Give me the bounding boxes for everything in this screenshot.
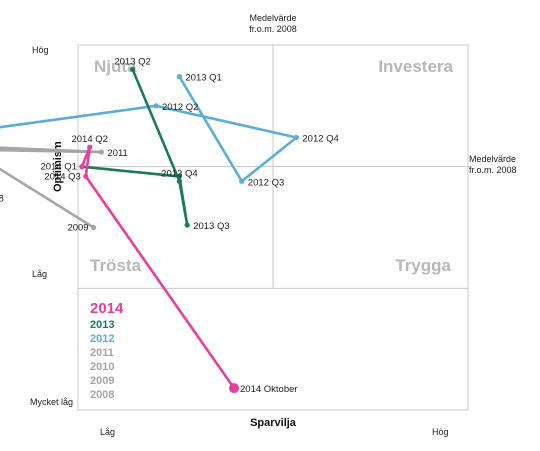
- x-axis-title: Sparvilja: [250, 417, 297, 429]
- data-point-2011-0: [91, 224, 97, 231]
- data-point-2013-0: [130, 66, 136, 72]
- point-label-2011: 2011: [107, 148, 127, 159]
- point-label-2014-q2: 2014 Q2: [71, 134, 107, 145]
- data-point-2011-2: [98, 149, 104, 155]
- quadrant-label-trosta: Trösta: [90, 256, 142, 275]
- x-mean-label-line1: Medelvärde: [249, 13, 296, 23]
- data-point-2013-1: [176, 178, 182, 184]
- quadrant-label-investera: Investera: [378, 57, 453, 76]
- y-high-label: Hög: [32, 45, 49, 55]
- legend-item-2014: 2014: [90, 300, 124, 317]
- series-line-2014: [80, 145, 236, 390]
- legend: 2014 2013 2012 2011 2010 2009 2008: [90, 300, 124, 401]
- data-point-2012-2: [293, 134, 299, 141]
- data-point-2014-0: [79, 164, 85, 170]
- point-label-2013-q1: 2013 Q1: [185, 73, 221, 84]
- x-high-label: Hög: [432, 427, 449, 437]
- y-low-label: Låg: [32, 269, 47, 279]
- legend-item-2012: 2012: [90, 333, 114, 345]
- point-label-2012-q4: 2012 Q4: [302, 133, 338, 144]
- legend-item-2010: 2010: [90, 361, 114, 373]
- data-point-2012-1: [153, 103, 159, 109]
- data-point-2013-3: [176, 173, 182, 179]
- point-label-2014-q3: 2014 Q3: [44, 171, 80, 182]
- point-label-2012-q2: 2012 Q2: [162, 102, 198, 113]
- data-point-2012-4: [176, 74, 182, 80]
- y-mean-label-line2: fr.o.m. 2008: [469, 165, 517, 175]
- series-line-2013: [80, 68, 189, 227]
- point-label-2012-q3: 2012 Q3: [248, 177, 284, 188]
- quadrant-label-njuta: Njuta: [94, 57, 137, 76]
- legend-item-2013: 2013: [90, 319, 114, 331]
- chart-frame: [76, 44, 470, 411]
- y-axis-title: Optimism: [52, 141, 64, 192]
- data-point-2014-2: [83, 173, 89, 179]
- data-point-2014-3: [229, 383, 239, 394]
- chart-series: [0, 66, 299, 394]
- point-label-2014-q1: 2014 Q1: [40, 162, 76, 173]
- x-mean-label-line2: fr.o.m. 2008: [249, 24, 297, 34]
- y-very-low-label: Mycket låg: [30, 397, 73, 407]
- point-label-2009: 2009: [67, 223, 88, 234]
- legend-item-2009: 2009: [90, 375, 114, 387]
- data-point-2013-2: [184, 222, 190, 228]
- data-point-2014-1: [87, 144, 93, 150]
- y-mean-label-line1: Medelvärde: [469, 154, 516, 164]
- legend-item-2011: 2011: [90, 347, 114, 359]
- series-line-2011: [0, 146, 103, 229]
- data-point-2012-3: [239, 178, 245, 184]
- point-label-2008: 2008: [0, 193, 4, 204]
- point-label-2013-q4: 2013 Q4: [161, 168, 197, 179]
- legend-item-2008: 2008: [90, 389, 114, 401]
- point-label-2013-q3: 2013 Q3: [193, 221, 229, 232]
- point-label-2013-q2: 2013 Q2: [114, 56, 150, 67]
- quadrant-labels: Njuta Investera Trösta Trygga: [90, 57, 454, 275]
- point-label-2014-oktober: 2014 Oktober: [240, 384, 298, 395]
- quadrant-label-trygga: Trygga: [395, 256, 451, 275]
- x-low-label: Låg: [100, 427, 115, 437]
